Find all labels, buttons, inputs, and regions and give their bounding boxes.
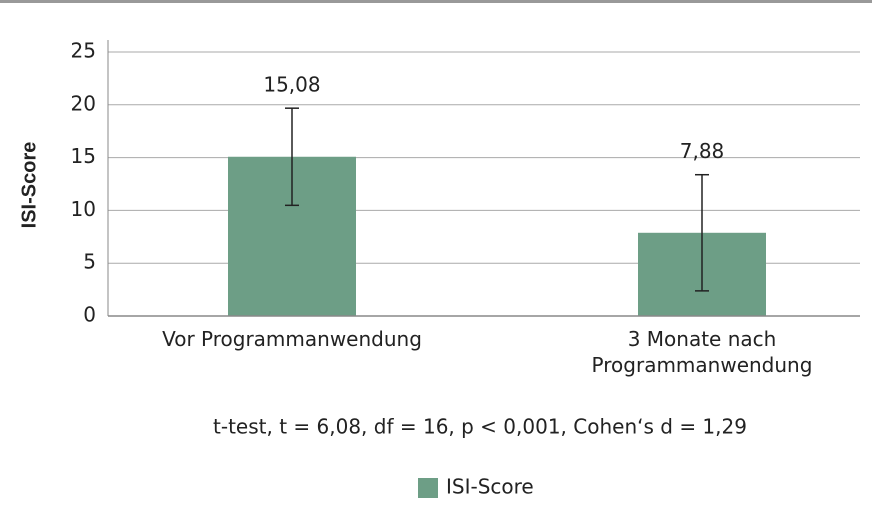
- y-tick-label: 25: [71, 39, 96, 63]
- y-tick-label: 20: [71, 91, 96, 115]
- y-tick-label: 10: [71, 197, 96, 221]
- annotation: t-test, t = 6,08, df = 16, p < 0,001, Co…: [213, 415, 747, 439]
- y-tick-label: 15: [71, 144, 96, 168]
- y-axis-label: ISI-Score: [18, 142, 40, 229]
- legend-label: ISI-Score: [446, 475, 534, 499]
- x-tick-label: 3 Monate nach Programmanwendung: [591, 327, 813, 377]
- value-label: 15,08: [263, 73, 320, 97]
- legend-swatch: [418, 478, 438, 498]
- y-tick-label: 0: [83, 303, 96, 327]
- y-tick-label: 5: [83, 250, 96, 274]
- x-tick-label: Vor Programmanwendung: [162, 327, 422, 351]
- value-label: 7,88: [680, 139, 725, 163]
